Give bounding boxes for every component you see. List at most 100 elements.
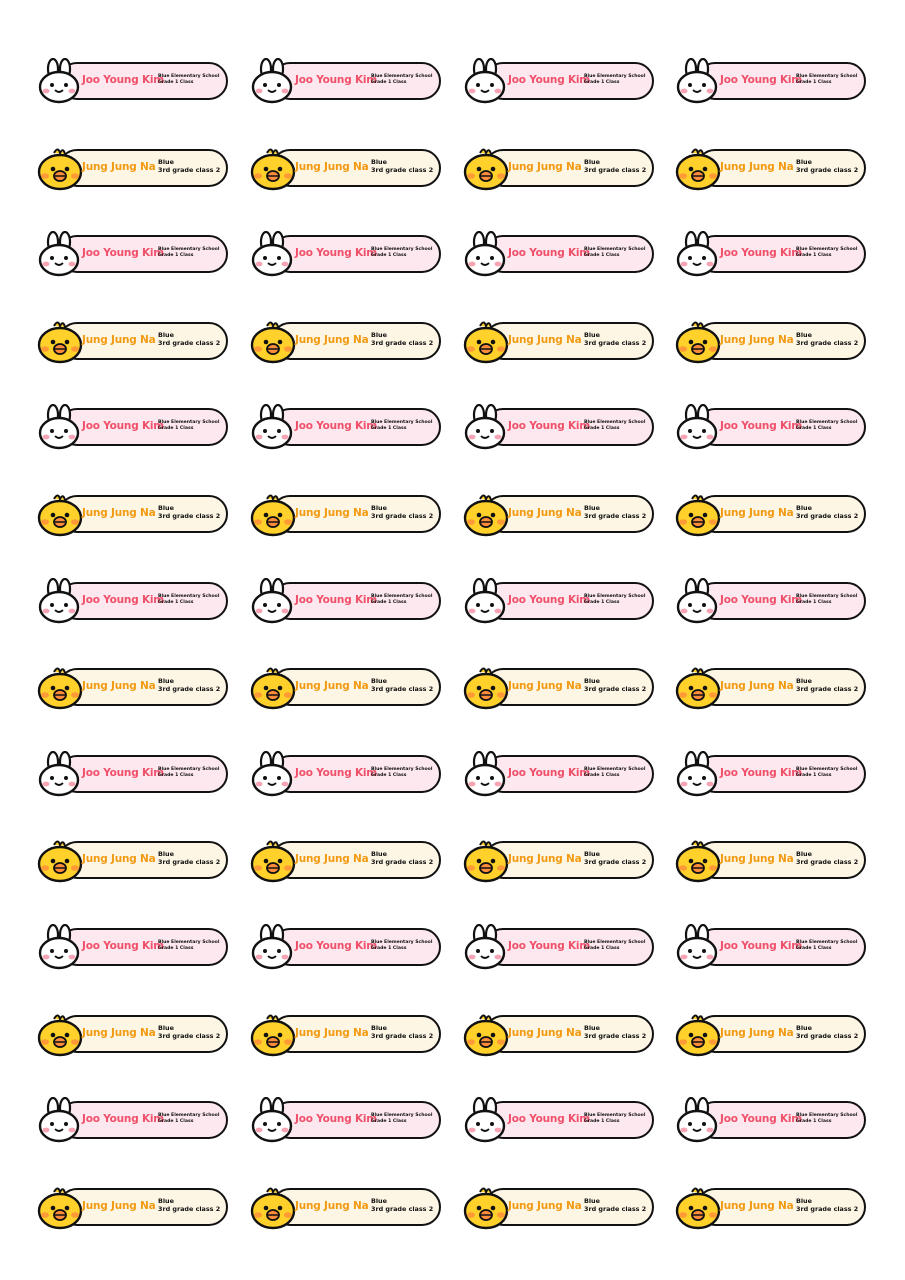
sticker-outline — [271, 62, 441, 100]
school-line-1: Blue Elementary School — [796, 940, 858, 945]
school-line-1: Blue — [584, 1197, 600, 1205]
school-line-2: 3rd grade class 2 — [158, 166, 221, 174]
bunny-face-icon — [36, 1096, 84, 1145]
sticker-school-info: Blue 3rd grade class 2 — [584, 850, 646, 866]
school-line-1: Blue — [584, 677, 600, 685]
bunny-face-icon — [36, 923, 84, 972]
school-line-2: 3rd grade class 2 — [796, 1032, 859, 1040]
bunny-face-icon — [249, 403, 297, 452]
sticker-name: Jung Jung Na — [82, 507, 156, 519]
sticker-outline — [271, 149, 441, 187]
chick-face-icon — [249, 664, 297, 712]
sticker-school-info: Blue 3rd grade class 2 — [796, 158, 858, 174]
school-line-1: Blue Elementary School — [158, 940, 220, 945]
sticker-outline — [271, 928, 441, 966]
sticker-school-info: Blue Elementary School Grade 1 Class — [796, 940, 857, 951]
school-line-1: Blue Elementary School — [796, 767, 858, 772]
bunny-name-sticker: Joo Young Kim Blue Elementary School Grade… — [462, 923, 660, 972]
school-line-1: Blue Elementary School — [158, 594, 220, 599]
sticker-school-info: Blue 3rd grade class 2 — [158, 677, 220, 693]
school-line-2: Grade 1 Class — [371, 425, 407, 431]
sticker-name: Jung Jung Na — [720, 507, 794, 519]
school-line-2: Grade 1 Class — [371, 945, 407, 951]
school-line-2: Grade 1 Class — [584, 252, 620, 258]
sticker-school-info: Blue Elementary School Grade 1 Class — [796, 420, 857, 431]
sticker-school-info: Blue Elementary School Grade 1 Class — [584, 420, 645, 431]
school-line-2: Grade 1 Class — [584, 599, 620, 605]
bunny-face-icon — [249, 230, 297, 279]
bunny-face-icon — [249, 57, 297, 106]
sticker-outline — [58, 322, 228, 360]
sticker-outline — [696, 149, 866, 187]
bunny-name-sticker: Joo Young Kim Blue Elementary School Grade… — [249, 230, 447, 279]
sticker-name: Jung Jung Na — [720, 1027, 794, 1039]
chick-face-icon — [249, 1011, 297, 1059]
chick-name-sticker: Jung Jung Na Blue 3rd grade class 2 — [249, 1013, 447, 1059]
bunny-name-sticker: Joo Young Kim Blue Elementary School Grade… — [36, 403, 234, 452]
school-line-2: 3rd grade class 2 — [796, 166, 859, 174]
school-line-1: Blue Elementary School — [796, 420, 858, 425]
chick-name-sticker: Jung Jung Na Blue 3rd grade class 2 — [674, 1186, 872, 1232]
sticker-name: Jung Jung Na — [295, 853, 369, 865]
sticker-name: Jung Jung Na — [82, 680, 156, 692]
sticker-outline — [696, 235, 866, 273]
chick-name-sticker: Jung Jung Na Blue 3rd grade class 2 — [674, 320, 872, 366]
bunny-face-icon — [36, 577, 84, 626]
chick-name-sticker: Jung Jung Na Blue 3rd grade class 2 — [462, 320, 660, 366]
bunny-face-icon — [674, 750, 722, 799]
sticker-name: Jung Jung Na — [508, 1200, 582, 1212]
bunny-face-icon — [462, 403, 510, 452]
sticker-name: Jung Jung Na — [295, 1200, 369, 1212]
bunny-face-icon — [462, 57, 510, 106]
school-line-1: Blue Elementary School — [371, 594, 433, 599]
school-line-1: Blue — [584, 850, 600, 858]
school-line-2: 3rd grade class 2 — [371, 685, 434, 693]
school-line-1: Blue — [158, 331, 174, 339]
sticker-outline — [271, 582, 441, 620]
sticker-school-info: Blue 3rd grade class 2 — [158, 1024, 220, 1040]
sticker-outline — [484, 668, 654, 706]
sticker-name: Jung Jung Na — [508, 161, 582, 173]
sticker-school-info: Blue 3rd grade class 2 — [796, 1197, 858, 1213]
school-line-2: Grade 1 Class — [158, 79, 194, 85]
sticker-name: Joo Young Kim — [508, 420, 591, 432]
sticker-school-info: Blue 3rd grade class 2 — [796, 331, 858, 347]
sticker-school-info: Blue Elementary School Grade 1 Class — [584, 594, 645, 605]
bunny-face-icon — [36, 750, 84, 799]
bunny-name-sticker: Joo Young Kim Blue Elementary School Grade… — [249, 750, 447, 799]
sticker-outline — [271, 841, 441, 879]
sticker-name: Jung Jung Na — [720, 680, 794, 692]
sticker-school-info: Blue Elementary School Grade 1 Class — [371, 767, 432, 778]
sticker-outline — [696, 668, 866, 706]
chick-face-icon — [249, 1184, 297, 1232]
bunny-name-sticker: Joo Young Kim Blue Elementary School Grade… — [249, 577, 447, 626]
sticker-name: Joo Young Kim — [82, 74, 165, 86]
sticker-name: Joo Young Kim — [295, 594, 378, 606]
bunny-name-sticker: Joo Young Kim Blue Elementary School Grade… — [36, 923, 234, 972]
chick-name-sticker: Jung Jung Na Blue 3rd grade class 2 — [36, 1013, 234, 1059]
school-line-2: 3rd grade class 2 — [371, 1032, 434, 1040]
chick-face-icon — [674, 1011, 722, 1059]
school-line-1: Blue — [371, 1197, 387, 1205]
chick-name-sticker: Jung Jung Na Blue 3rd grade class 2 — [674, 147, 872, 193]
chick-name-sticker: Jung Jung Na Blue 3rd grade class 2 — [462, 1013, 660, 1059]
bunny-face-icon — [674, 923, 722, 972]
sticker-outline — [696, 1101, 866, 1139]
school-line-2: Grade 1 Class — [584, 772, 620, 778]
bunny-name-sticker: Joo Young Kim Blue Elementary School Grade… — [36, 57, 234, 106]
chick-name-sticker: Jung Jung Na Blue 3rd grade class 2 — [249, 839, 447, 885]
bunny-name-sticker: Joo Young Kim Blue Elementary School Grade… — [674, 577, 872, 626]
school-line-2: Grade 1 Class — [796, 425, 832, 431]
bunny-face-icon — [674, 1096, 722, 1145]
school-line-2: 3rd grade class 2 — [796, 339, 859, 347]
chick-name-sticker: Jung Jung Na Blue 3rd grade class 2 — [462, 147, 660, 193]
sticker-school-info: Blue 3rd grade class 2 — [584, 677, 646, 693]
school-line-1: Blue Elementary School — [584, 1113, 646, 1118]
school-line-2: 3rd grade class 2 — [371, 858, 434, 866]
sticker-school-info: Blue 3rd grade class 2 — [371, 677, 433, 693]
school-line-2: 3rd grade class 2 — [584, 858, 647, 866]
sticker-name: Jung Jung Na — [720, 161, 794, 173]
school-line-1: Blue — [796, 677, 812, 685]
school-line-2: Grade 1 Class — [371, 599, 407, 605]
sticker-outline — [484, 62, 654, 100]
